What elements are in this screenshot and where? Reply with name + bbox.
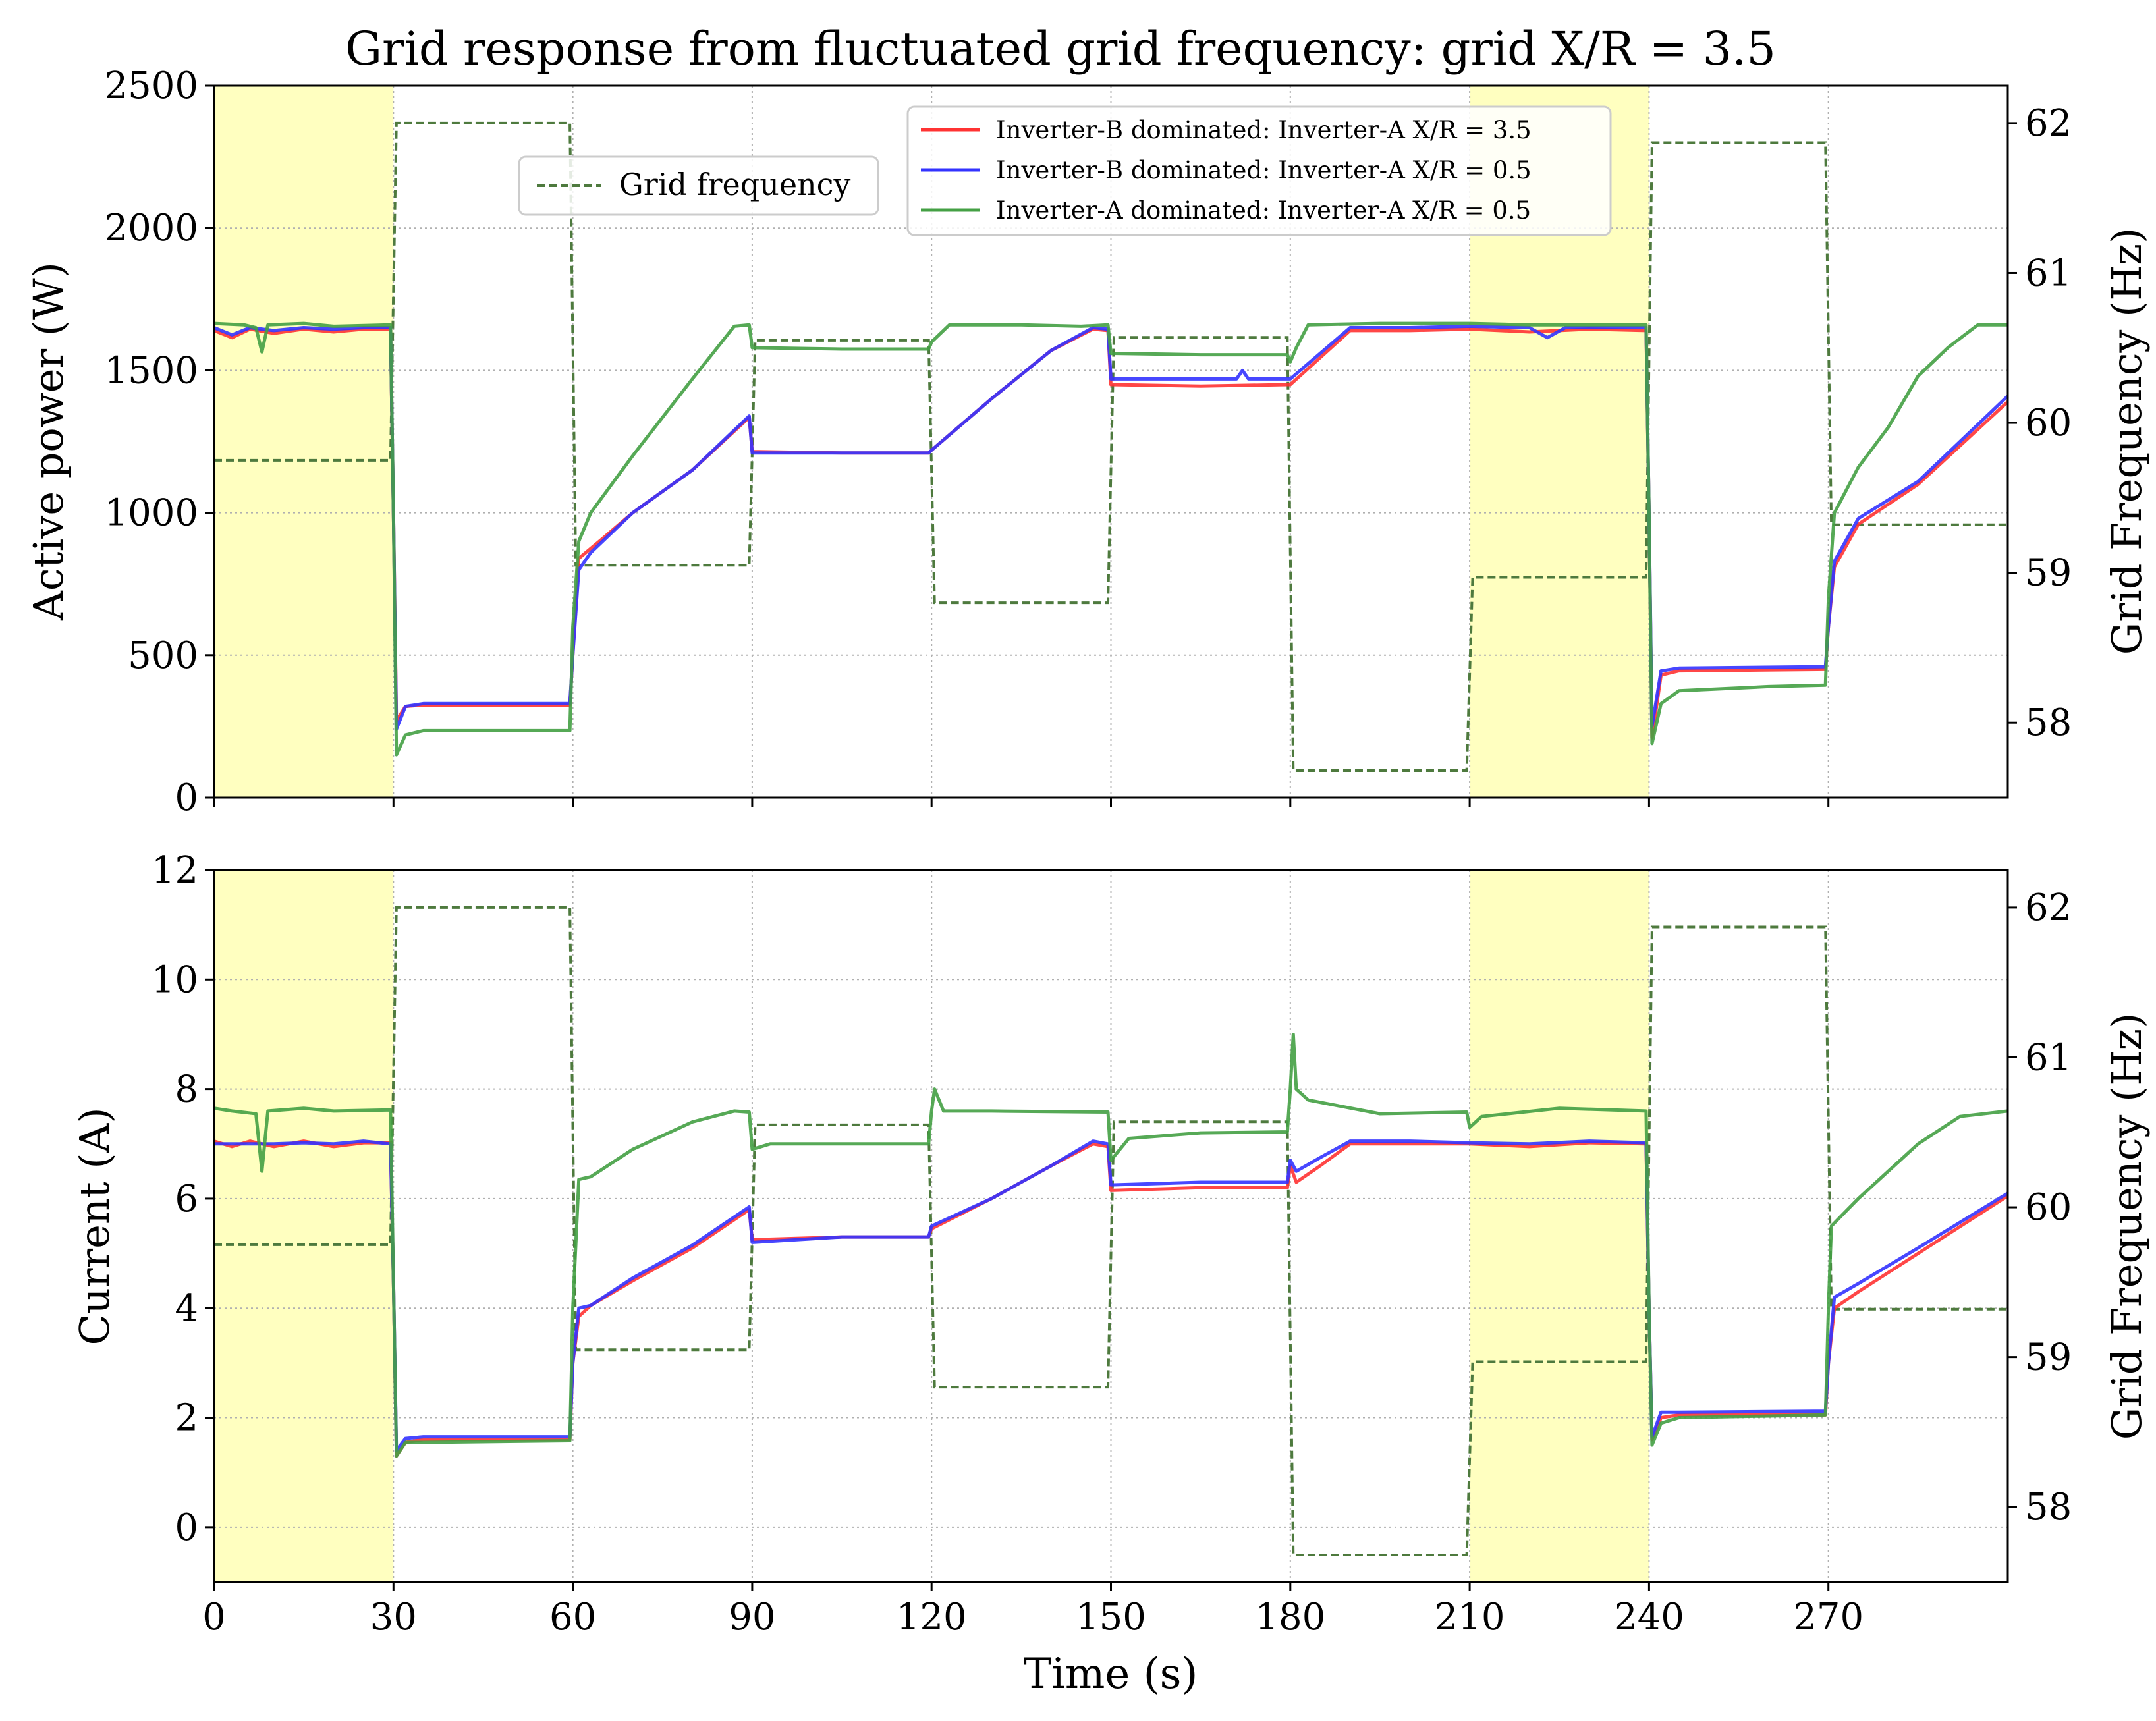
x-tick-label: 150 xyxy=(1076,1596,1146,1639)
bottom-panel-right-ylabel: Grid Frequency (Hz) xyxy=(2103,1013,2151,1440)
x-tick-label: 0 xyxy=(202,1596,226,1639)
y-tick-label: 500 xyxy=(128,634,198,677)
x-tick-label: 240 xyxy=(1614,1596,1684,1639)
y-tick-label: 12 xyxy=(152,849,198,892)
right-y-tick-label: 60 xyxy=(2025,1186,2072,1229)
x-tick-label: 30 xyxy=(370,1596,417,1639)
x-tick-label: 270 xyxy=(1793,1596,1864,1639)
legend-grid-frequency-label: Grid frequency xyxy=(619,167,850,202)
x-tick-label: 180 xyxy=(1255,1596,1325,1639)
x-tick-label: 210 xyxy=(1435,1596,1505,1639)
right-y-tick-label: 61 xyxy=(2025,252,2072,294)
bottom-panel: 0 30 60 90 120 150 180 210 240 270 0 2 4 6 8 10 12 58 59 60… xyxy=(70,849,2151,1699)
highlight-span-1-1 xyxy=(1470,870,1649,1582)
x-tick-label: 120 xyxy=(897,1596,967,1639)
chart-title: Grid response from fluctuated grid frequ… xyxy=(345,22,1776,76)
right-y-tick-label: 60 xyxy=(2025,402,2072,445)
legend-label-inv-a-05: Inverter-A dominated: Inverter-A X/R = 0… xyxy=(996,196,1531,225)
legend-label-inv-b-35: Inverter-B dominated: Inverter-A X/R = 3… xyxy=(996,116,1532,144)
grid-frequency-line xyxy=(214,906,2008,1556)
top-panel-ylabel: Active power (W) xyxy=(24,262,72,621)
y-tick-label: 8 xyxy=(175,1068,198,1111)
y-tick-label: 4 xyxy=(175,1287,198,1330)
x-tick-label: 60 xyxy=(549,1596,596,1639)
series-line-inverter-a-dominated-inverter-a-x-r-0-5 xyxy=(213,1033,2008,1458)
right-y-tick-label: 61 xyxy=(2025,1036,2072,1079)
right-y-tick-label: 59 xyxy=(2025,1336,2072,1379)
right-y-tick-label: 62 xyxy=(2025,102,2072,145)
right-y-tick-label: 58 xyxy=(2025,1486,2072,1529)
y-tick-label: 1500 xyxy=(104,349,198,392)
series-line-inverter-a-dominated-inverter-a-x-r-0-5 xyxy=(213,321,2008,757)
legend-label-inv-b-05: Inverter-B dominated: Inverter-A X/R = 0… xyxy=(996,156,1532,184)
highlight-span-0-0 xyxy=(214,86,394,798)
top-panel-right-ylabel: Grid Frequency (Hz) xyxy=(2103,228,2151,655)
x-tick-label: 90 xyxy=(729,1596,775,1639)
y-tick-label: 1000 xyxy=(104,492,198,535)
right-y-tick-label: 58 xyxy=(2025,701,2072,744)
y-tick-label: 2 xyxy=(175,1397,198,1440)
right-y-tick-label: 62 xyxy=(2025,887,2072,929)
y-tick-label: 0 xyxy=(175,1506,198,1549)
y-tick-label: 2000 xyxy=(104,207,198,250)
y-tick-label: 10 xyxy=(152,958,198,1001)
legend-inverters[interactable]: Inverter-B dominated: Inverter-A X/R = 3… xyxy=(906,105,1612,236)
y-tick-label: 0 xyxy=(175,777,198,819)
bottom-panel-ylabel: Current (A) xyxy=(70,1107,119,1345)
highlight-span-1-0 xyxy=(214,870,394,1582)
right-y-tick-label: 59 xyxy=(2025,552,2072,595)
x-axis-label: Time (s) xyxy=(1024,1650,1198,1699)
legend-grid-frequency[interactable]: Grid frequency xyxy=(518,155,879,216)
y-tick-label: 6 xyxy=(175,1178,198,1220)
y-tick-label: 2500 xyxy=(104,65,198,107)
top-panel: 0 500 1000 1500 2000 2500 58 59 60 61 62 Active po… xyxy=(24,65,2151,819)
